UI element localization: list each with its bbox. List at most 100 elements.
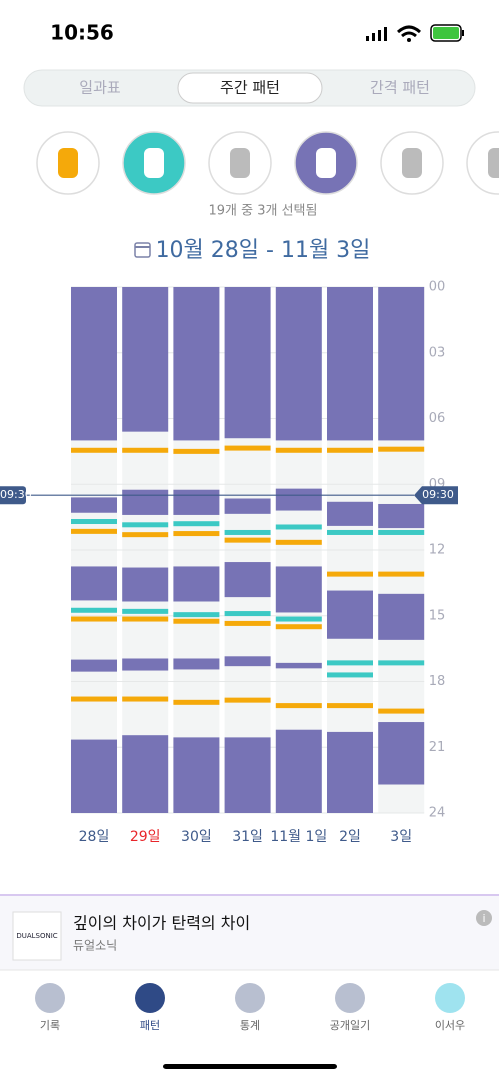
sleep-block <box>173 489 220 515</box>
nav-icon[interactable] <box>435 983 465 1013</box>
sleep-block <box>122 735 169 813</box>
event-mark <box>71 519 117 525</box>
sleep-block <box>224 287 271 439</box>
ad-banner[interactable] <box>0 895 499 970</box>
sleep-block <box>71 287 117 441</box>
status-time: 10:56 <box>50 21 114 45</box>
nav-label[interactable]: 공개일기 <box>330 1018 370 1032</box>
event-mark <box>224 529 271 535</box>
sleep-block <box>71 739 117 813</box>
event-mark <box>327 660 373 666</box>
y-tick-label: 15 <box>429 608 446 623</box>
tab[interactable]: 간격 패턴 <box>370 79 430 97</box>
event-mark <box>71 607 117 613</box>
nav-label[interactable]: 기록 <box>40 1019 60 1032</box>
filter-glyph <box>58 148 78 178</box>
nav-label[interactable]: 이서우 <box>435 1019 465 1032</box>
sleep-block <box>327 590 373 639</box>
sleep-block <box>378 722 425 785</box>
sleep-block <box>173 737 220 813</box>
event-mark <box>122 447 169 453</box>
event-mark <box>378 529 425 535</box>
event-mark <box>122 608 169 614</box>
event-mark <box>224 697 271 703</box>
sleep-block <box>122 489 169 515</box>
sleep-block <box>122 567 169 602</box>
sleep-block <box>275 729 322 813</box>
event-mark <box>275 447 322 453</box>
filter-glyph <box>230 148 250 178</box>
x-tick-label: 29일 <box>130 829 161 845</box>
event-mark <box>224 620 271 626</box>
tab-selected-bg <box>177 72 323 104</box>
nav-label[interactable]: 통계 <box>240 1019 260 1032</box>
sleep-block <box>173 566 220 602</box>
nav-icon[interactable] <box>335 983 365 1013</box>
sleep-block <box>71 497 117 513</box>
tab[interactable]: 주간 패턴 <box>220 79 280 97</box>
time-label-right: 09:30 <box>422 488 454 501</box>
x-tick-label: 30일 <box>181 829 212 845</box>
event-mark <box>327 529 373 535</box>
sleep-block <box>71 566 117 601</box>
y-tick-label: 18 <box>429 674 446 689</box>
nav-icon[interactable] <box>235 983 265 1013</box>
event-mark <box>327 571 373 577</box>
event-mark <box>327 672 373 678</box>
event-mark <box>173 699 220 705</box>
selection-count: 19개 중 3개 선택됨 <box>209 204 318 219</box>
event-mark <box>275 703 322 709</box>
sleep-block <box>122 658 169 671</box>
sleep-block <box>173 658 220 670</box>
sleep-block <box>224 656 271 667</box>
filter-glyph <box>144 148 164 178</box>
nav-icon[interactable] <box>135 983 165 1013</box>
event-mark <box>275 524 322 530</box>
ad-title[interactable]: 깊이의 차이가 탄력의 차이 <box>73 914 250 933</box>
sleep-block <box>327 501 373 526</box>
time-label-left: 09:30 <box>0 488 32 501</box>
sleep-block <box>275 662 322 669</box>
event-mark <box>275 624 322 630</box>
filter-icon[interactable] <box>466 131 499 195</box>
status-icons <box>366 24 464 42</box>
x-tick-label: 31일 <box>232 829 263 845</box>
sleep-block <box>378 593 425 640</box>
x-tick-label: 28일 <box>79 829 110 845</box>
event-mark <box>378 708 425 714</box>
ad-info[interactable] <box>476 910 492 926</box>
event-mark <box>327 447 373 453</box>
event-mark <box>71 528 117 534</box>
date-range[interactable]: 10월 28일 - 11월 3일 <box>156 238 371 263</box>
event-mark <box>275 616 322 622</box>
nav-icon[interactable] <box>35 983 65 1013</box>
nav-label[interactable]: 패턴 <box>140 1019 160 1032</box>
event-mark <box>378 660 425 666</box>
event-mark <box>224 445 271 451</box>
x-tick-label: 2일 <box>339 829 361 845</box>
svg-text:i: i <box>482 912 485 925</box>
event-mark <box>224 611 271 617</box>
y-tick-label: 21 <box>429 740 446 755</box>
filter-glyph <box>402 148 422 178</box>
filter-glyph <box>316 148 336 178</box>
event-mark <box>122 522 169 528</box>
sleep-block <box>378 503 425 529</box>
tab[interactable]: 일과표 <box>79 79 121 97</box>
y-tick-label: 06 <box>429 411 446 426</box>
sleep-block <box>327 731 373 813</box>
event-mark <box>122 532 169 538</box>
event-mark <box>378 446 425 452</box>
y-tick-label: 24 <box>429 806 446 821</box>
sleep-block <box>224 498 271 514</box>
x-tick-label: 3일 <box>390 829 412 845</box>
x-tick-label: 11월 1일 <box>270 829 327 845</box>
ad-logo-box <box>12 911 62 961</box>
filter-glyph <box>488 148 499 178</box>
event-mark <box>378 571 425 577</box>
filter-icons <box>36 131 499 195</box>
event-mark <box>275 539 322 545</box>
